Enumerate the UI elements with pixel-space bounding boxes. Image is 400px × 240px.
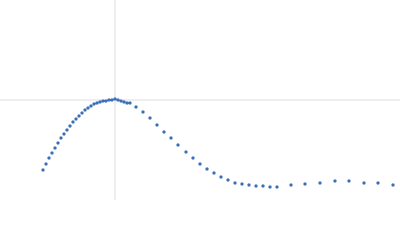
point (176, 143, 180, 147)
point (53, 146, 57, 150)
point (80, 111, 84, 115)
point (162, 130, 166, 134)
point (219, 175, 223, 179)
point (275, 185, 279, 189)
point (89, 104, 93, 108)
point (86, 106, 90, 110)
point (347, 179, 351, 183)
point (83, 108, 87, 112)
point (333, 179, 337, 183)
point (191, 156, 195, 160)
point (98, 100, 102, 104)
page: {"chart_data": {"type": "scatter", "colo… (0, 0, 400, 200)
point (41, 168, 45, 172)
point (212, 171, 216, 175)
point (247, 183, 251, 187)
point (205, 167, 209, 171)
point (68, 124, 72, 128)
chart (0, 0, 400, 200)
point (226, 178, 230, 182)
point (116, 98, 120, 102)
point (71, 120, 75, 124)
point (128, 101, 132, 105)
point (141, 110, 145, 114)
point (303, 182, 307, 186)
point (107, 98, 111, 102)
point (77, 114, 81, 118)
point (50, 151, 54, 155)
point (134, 105, 138, 109)
point (148, 116, 152, 120)
point (125, 101, 129, 105)
point (362, 181, 366, 185)
point (92, 102, 96, 106)
point (62, 132, 66, 136)
point (65, 128, 69, 132)
point (122, 100, 126, 104)
point (113, 97, 117, 101)
point (318, 181, 322, 185)
point (268, 185, 272, 189)
point (155, 123, 159, 127)
point (44, 162, 48, 166)
point (391, 183, 395, 187)
point (376, 181, 380, 185)
point (47, 156, 51, 160)
point (233, 181, 237, 185)
point (240, 182, 244, 186)
point (254, 184, 258, 188)
point (289, 183, 293, 187)
point (198, 162, 202, 166)
point (119, 99, 123, 103)
point (104, 99, 108, 103)
point (261, 184, 265, 188)
point (56, 141, 60, 145)
point (59, 136, 63, 140)
point (184, 150, 188, 154)
point (101, 99, 105, 103)
point (95, 101, 99, 105)
point (110, 98, 114, 102)
point (169, 136, 173, 140)
point (74, 117, 78, 121)
